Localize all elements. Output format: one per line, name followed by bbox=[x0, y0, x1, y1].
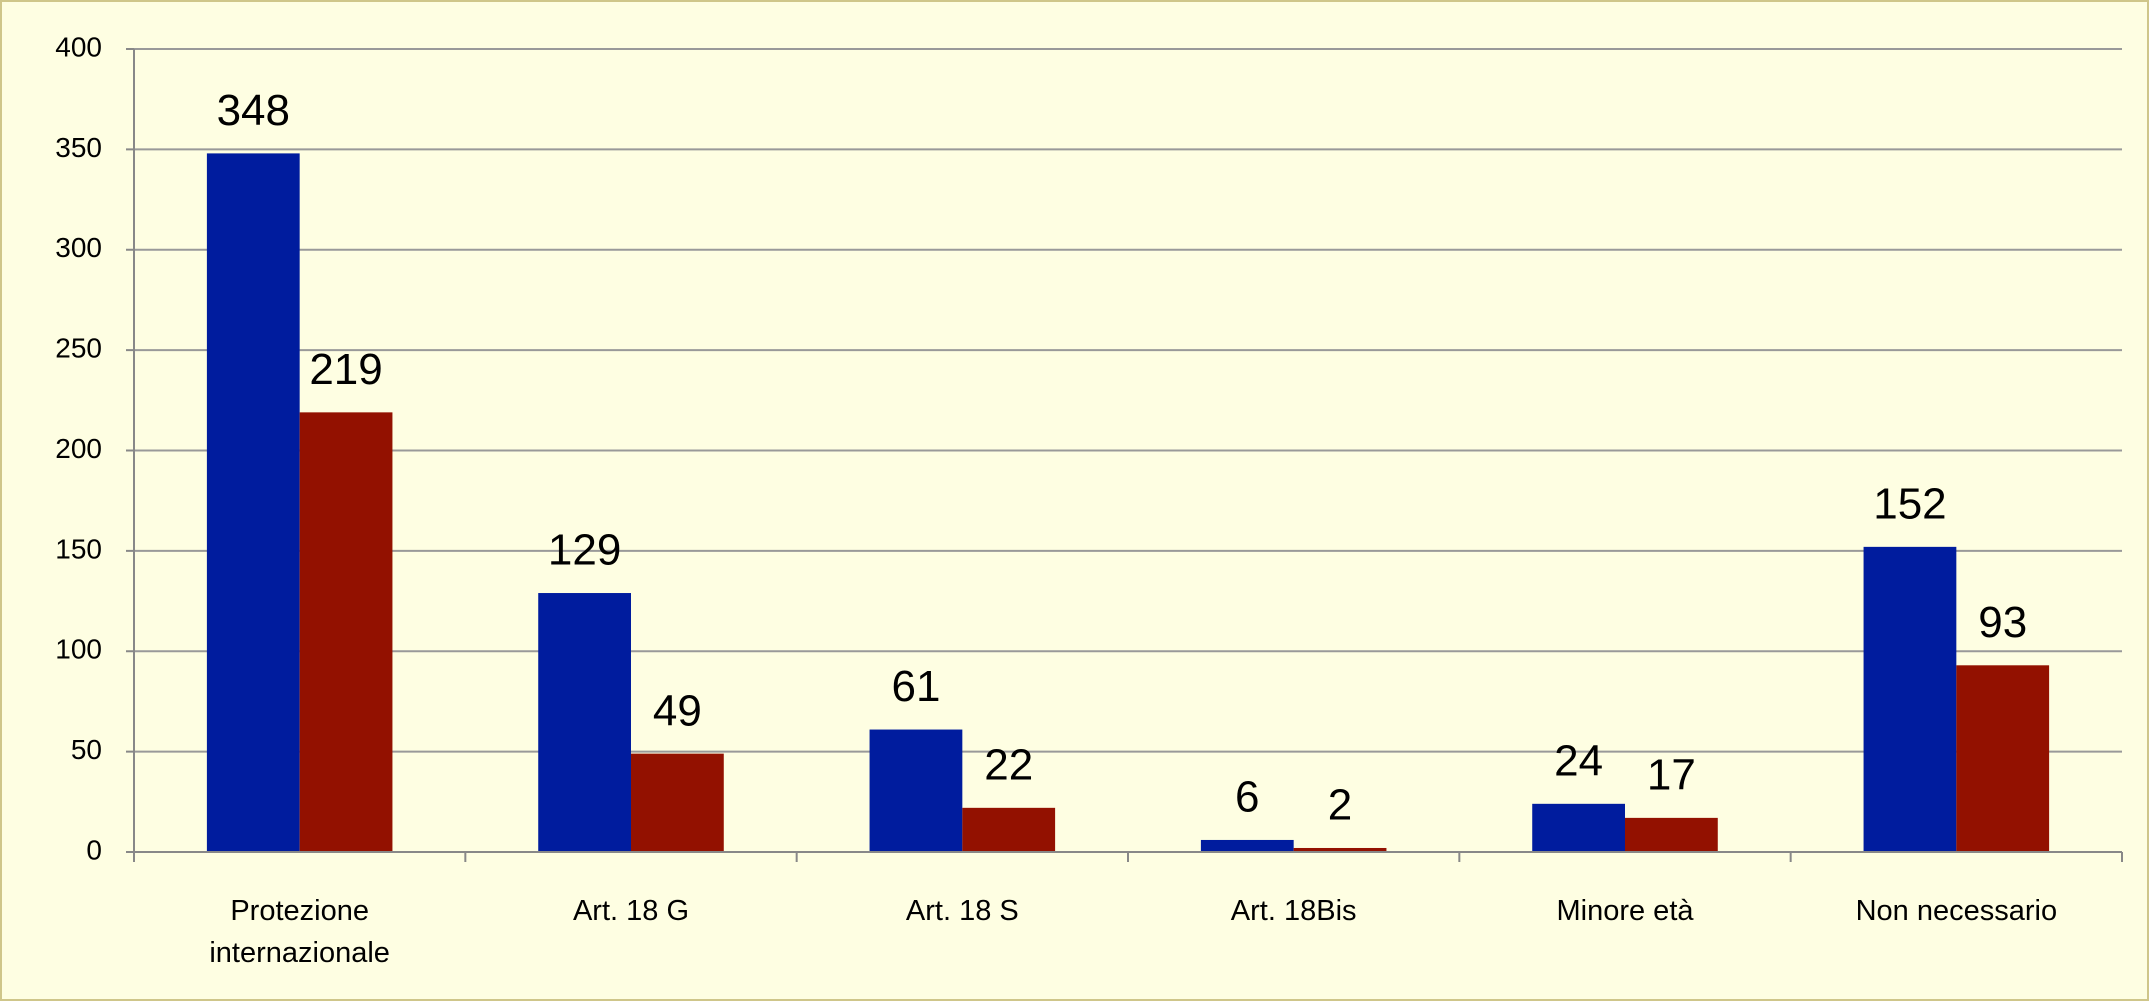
bar bbox=[538, 593, 631, 852]
data-label: 152 bbox=[1873, 479, 1946, 528]
bar bbox=[1625, 817, 1718, 852]
data-label: 61 bbox=[891, 662, 940, 711]
y-tick-label: 250 bbox=[55, 333, 102, 364]
bar bbox=[206, 153, 300, 852]
bar bbox=[1956, 665, 2050, 852]
data-label: 24 bbox=[1554, 736, 1603, 785]
y-tick-label: 150 bbox=[55, 533, 102, 564]
x-tick-label: Art. 18 G bbox=[572, 895, 690, 927]
data-label: 22 bbox=[984, 740, 1033, 789]
x-tick-label: Art. 18Bis bbox=[1230, 895, 1357, 927]
bar bbox=[1863, 546, 1957, 852]
bar bbox=[1532, 803, 1625, 852]
data-label: 49 bbox=[653, 686, 702, 735]
x-tick-label: Protezione internazionale bbox=[209, 895, 390, 969]
y-tick-label: 400 bbox=[55, 31, 102, 62]
bar bbox=[631, 753, 724, 852]
x-tick-label: Minore età bbox=[1556, 895, 1694, 927]
bar bbox=[869, 729, 963, 852]
data-label: 129 bbox=[548, 526, 621, 575]
data-label: 348 bbox=[217, 86, 290, 135]
x-tick-label: Art. 18 S bbox=[905, 895, 1019, 927]
y-tick-label: 50 bbox=[71, 734, 102, 765]
y-tick-label: 100 bbox=[55, 634, 102, 665]
y-tick-label: 350 bbox=[55, 132, 102, 163]
data-label: 6 bbox=[1235, 773, 1259, 822]
y-tick-label: 200 bbox=[55, 433, 102, 464]
x-tick-label: Non necessario bbox=[1855, 895, 2058, 927]
y-tick-label: 300 bbox=[55, 232, 102, 263]
data-label: 2 bbox=[1328, 781, 1352, 830]
bar bbox=[962, 807, 1056, 852]
bar bbox=[1293, 847, 1387, 852]
bar bbox=[1200, 839, 1294, 852]
y-tick-label: 0 bbox=[86, 834, 102, 865]
data-label: 219 bbox=[309, 345, 382, 394]
data-label: 93 bbox=[1978, 598, 2027, 647]
data-label: 17 bbox=[1647, 750, 1696, 799]
bar bbox=[299, 412, 393, 852]
